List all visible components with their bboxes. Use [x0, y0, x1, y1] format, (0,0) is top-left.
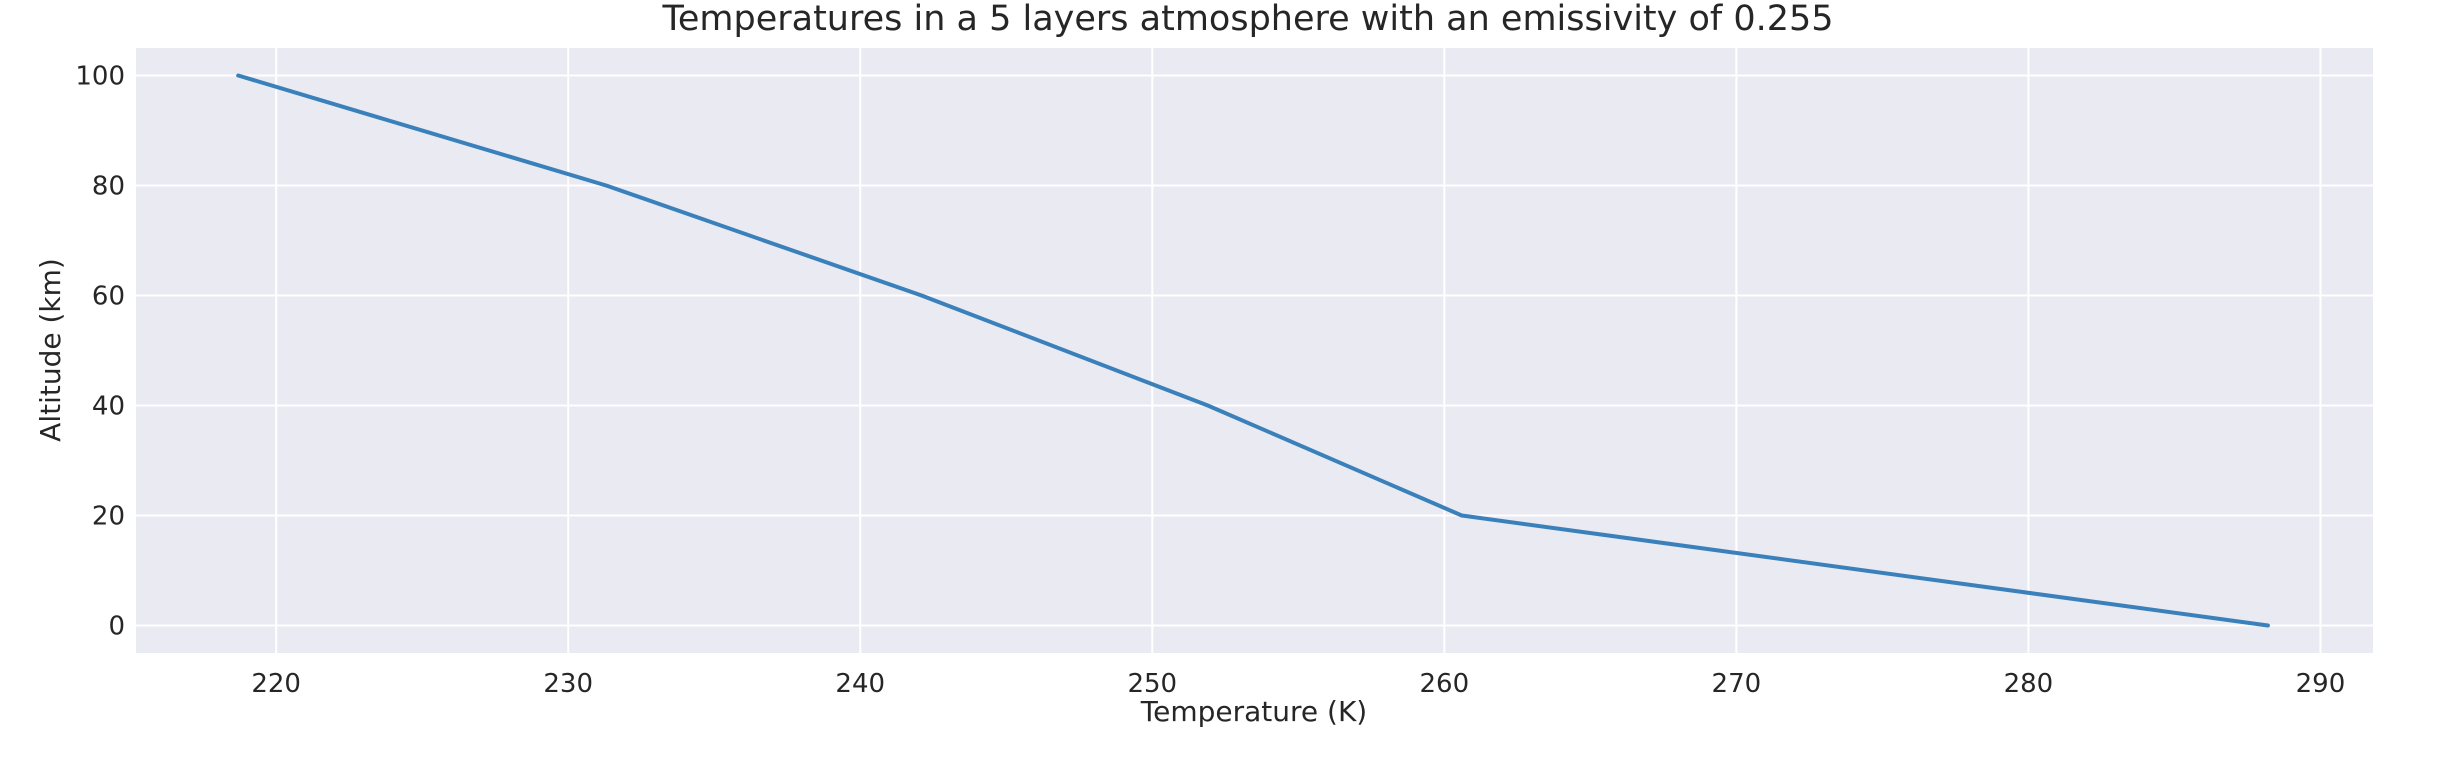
x-tick-label: 270	[1712, 669, 1762, 699]
y-tick-label: 20	[92, 502, 125, 532]
x-tick-label: 230	[543, 669, 593, 699]
y-tick-label: 80	[92, 172, 125, 202]
x-tick-label: 290	[2296, 669, 2346, 699]
y-tick-label: 60	[92, 282, 125, 312]
x-tick-label: 280	[2004, 669, 2054, 699]
plot-area	[136, 48, 2373, 653]
grid	[136, 48, 2373, 653]
temperature-profile-line	[236, 73, 2270, 628]
series-layer	[236, 73, 2270, 628]
x-tick-labels: 220 230 240 250 260 270 280 290	[251, 669, 2345, 699]
x-tick-label: 250	[1127, 669, 1177, 699]
x-tick-label: 240	[835, 669, 885, 699]
x-tick-label: 220	[251, 669, 301, 699]
x-axis-label: Temperature (K)	[1140, 695, 1367, 728]
y-tick-label: 100	[75, 62, 125, 92]
y-tick-label: 40	[92, 392, 125, 422]
chart-title: Temperatures in a 5 layers atmosphere wi…	[661, 0, 1833, 39]
y-tick-labels: 0 20 40 60 80 100	[75, 62, 125, 642]
y-axis-label: Altitude (km)	[34, 258, 67, 442]
x-tick-label: 260	[1420, 669, 1470, 699]
y-tick-label: 0	[108, 612, 125, 642]
